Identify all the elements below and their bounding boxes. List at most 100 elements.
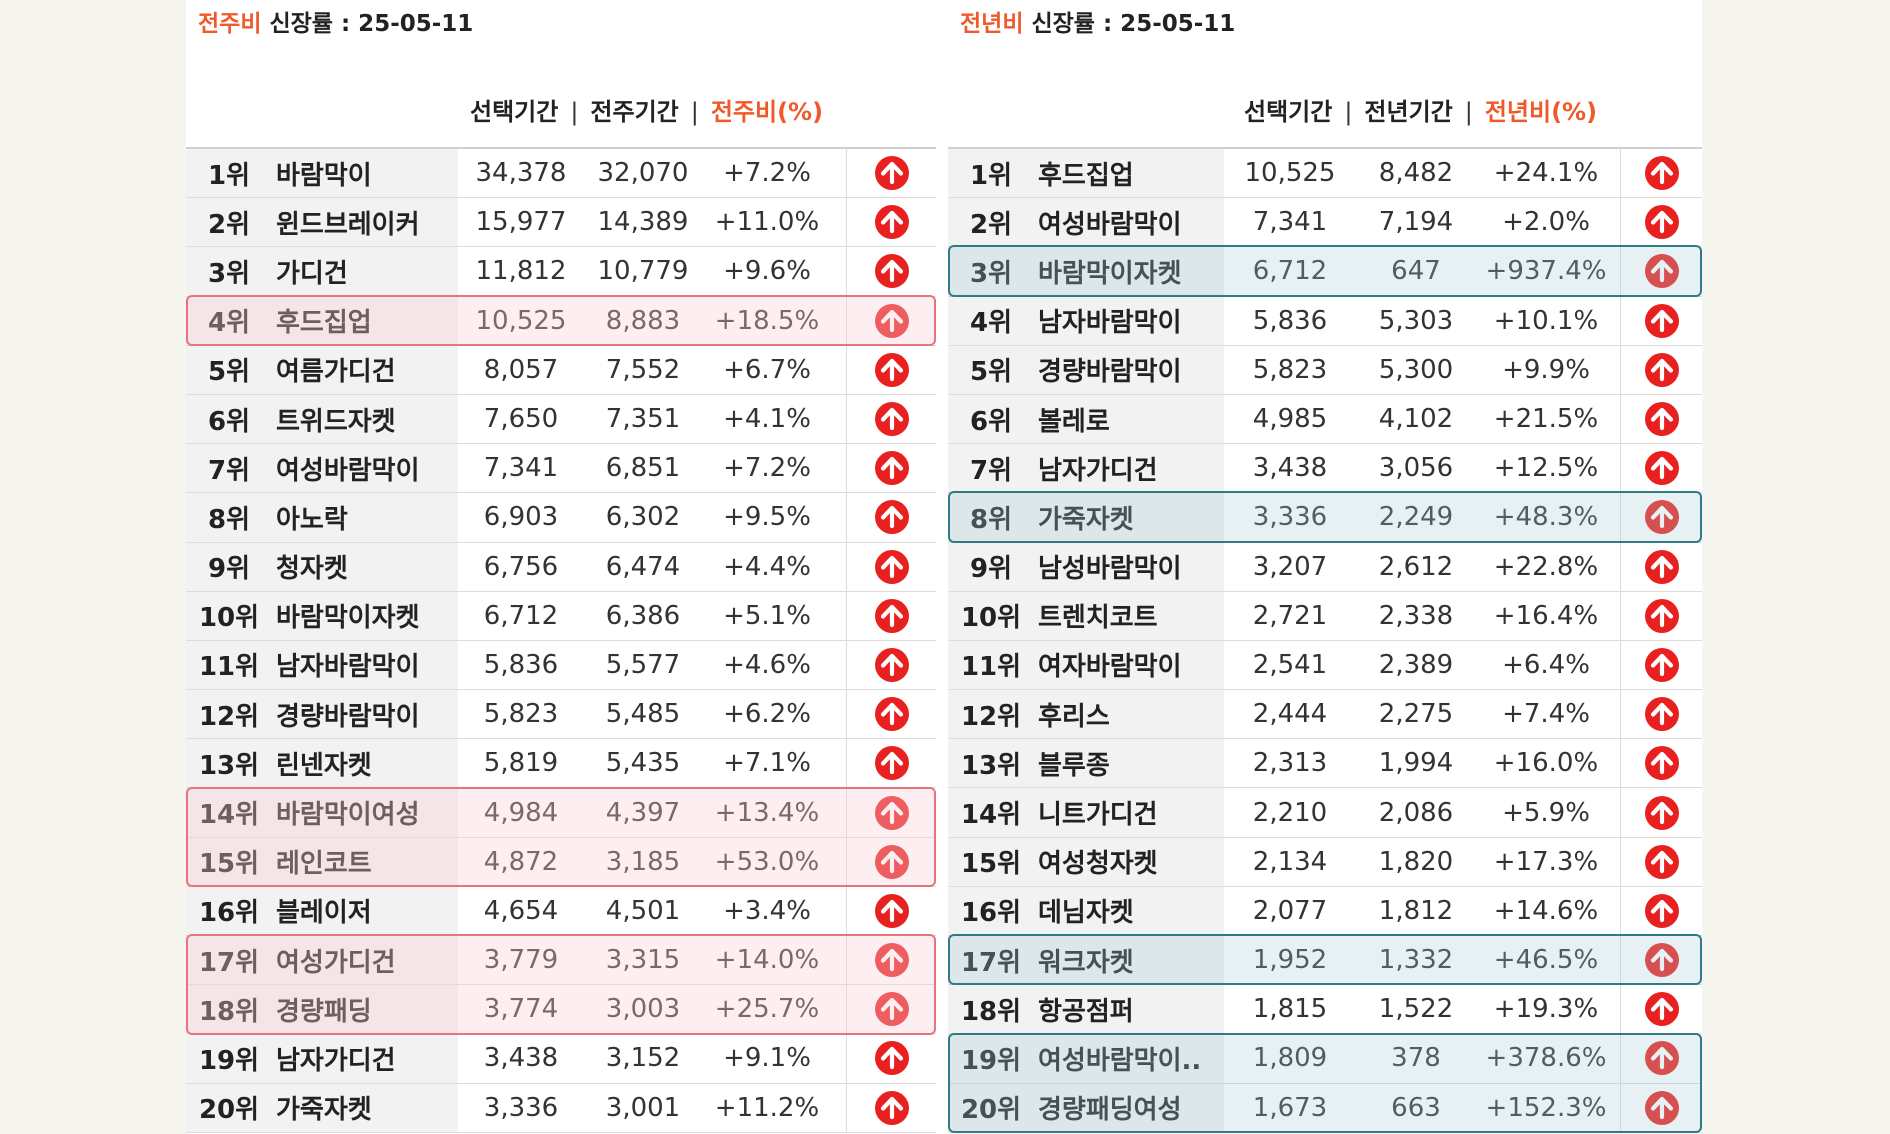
table-row: 6위 볼레로 4,985 4,102 +21.5% (948, 394, 1703, 445)
keyword-label[interactable]: 여성청자켓 (1038, 849, 1158, 880)
table-row: 2위 윈드브레이커 15,977 14,389 +11.0% (186, 198, 936, 248)
rank-label: 2위 (207, 209, 250, 240)
keyword-label[interactable]: 여성바람막이 (276, 455, 420, 486)
keyword-label[interactable]: 남자가디건 (1038, 455, 1158, 486)
previous-period-value: 2,612 (1378, 551, 1454, 582)
keyword-label[interactable]: 니트가디건 (1038, 800, 1158, 831)
keyword-label[interactable]: 후리스 (1038, 701, 1110, 732)
keyword-label[interactable]: 블루종 (1038, 750, 1110, 781)
trend-cell (1620, 1083, 1703, 1132)
keyword-label[interactable]: 여성바람막이.. (1038, 1045, 1202, 1076)
keyword-label[interactable]: 볼레로 (1038, 406, 1110, 437)
keyword-label[interactable]: 바람막이자켓 (1038, 258, 1182, 289)
keyword-label[interactable]: 남자바람막이 (1038, 308, 1182, 339)
rank-keyword-cell: 2위 윈드브레이커 (186, 198, 458, 247)
keyword-label[interactable]: 레인코트 (276, 849, 372, 880)
arrow-up-circle-icon (875, 943, 909, 978)
keyword-label[interactable]: 데님자켓 (1038, 898, 1134, 929)
keyword-label[interactable]: 가디건 (276, 258, 348, 289)
table-row: 5위 여름가디건 8,057 7,552 +6.7% (186, 345, 936, 395)
change-rate-value: +13.4% (714, 797, 820, 828)
selected-period-value: 6,712 (1252, 256, 1328, 287)
table-row: 8위 가죽자켓 3,336 2,249 +48.3% (948, 493, 1703, 543)
rank-keyword-cell: 5위 경량바람막이 (948, 345, 1224, 394)
previous-period-value: 2,389 (1378, 649, 1454, 680)
keyword-label[interactable]: 남성바람막이 (1038, 554, 1182, 585)
keyword-label[interactable]: 여성바람막이 (1038, 209, 1182, 240)
table-row: 8위 아노락 6,903 6,302 +9.5% (186, 493, 936, 543)
trend-cell (1620, 837, 1703, 886)
arrow-up-circle-icon (875, 254, 909, 289)
keyword-label[interactable]: 트위드자켓 (276, 406, 396, 437)
keyword-label[interactable]: 항공점퍼 (1038, 996, 1134, 1027)
trend-cell (846, 247, 937, 296)
header-change-rate: 전년비(%) (1484, 98, 1598, 126)
trend-cell (1620, 493, 1703, 542)
keyword-label[interactable]: 바람막이 (276, 160, 372, 191)
arrow-up-circle-icon (1645, 746, 1679, 781)
trend-cell (846, 149, 937, 198)
keyword-label[interactable]: 남자가디건 (276, 1045, 396, 1076)
keyword-label[interactable]: 바람막이자켓 (276, 603, 420, 634)
selected-period-value: 11,812 (475, 256, 567, 287)
trend-cell (846, 690, 937, 739)
rank-label: 16위 (198, 898, 260, 929)
rank-keyword-cell: 11위 여자바람막이 (948, 640, 1224, 690)
rank-keyword-cell: 4위 후드집업 (186, 296, 458, 345)
trend-cell (1620, 886, 1703, 935)
keyword-label[interactable]: 경량패딩 (276, 996, 372, 1027)
rank-keyword-cell: 7위 남자가디건 (948, 444, 1224, 493)
keyword-label[interactable]: 트렌치코트 (1038, 603, 1158, 634)
keyword-label[interactable]: 블레이저 (276, 898, 372, 929)
change-rate-value: +7.1% (723, 748, 811, 779)
table-row: 6위 트위드자켓 7,650 7,351 +4.1% (186, 394, 936, 445)
keyword-label[interactable]: 경량바람막이 (276, 701, 420, 732)
header-previous-period: 전년기간 (1364, 98, 1453, 126)
previous-period-value: 14,389 (597, 207, 689, 238)
header-selected-period: 선택기간 (1244, 98, 1333, 126)
change-rate-value: +7.2% (723, 453, 811, 484)
keyword-label[interactable]: 경량패딩여성 (1038, 1095, 1182, 1126)
change-rate-value: +16.4% (1493, 600, 1599, 631)
change-rate-value: +14.6% (1493, 895, 1599, 926)
keyword-label[interactable]: 남자바람막이 (276, 652, 420, 683)
previous-period-value: 7,351 (605, 404, 681, 435)
keyword-label[interactable]: 아노락 (276, 504, 348, 535)
keyword-label[interactable]: 워크자켓 (1038, 947, 1134, 978)
rank-keyword-cell: 10위 트렌치코트 (948, 591, 1224, 640)
arrow-up-circle-icon (875, 1090, 909, 1125)
rank-label: 4위 (207, 308, 250, 339)
column-header: 선택기간 | 전년기간 | 전년비(%) (1244, 92, 1597, 128)
selected-period-value: 10,525 (475, 305, 567, 336)
keyword-label[interactable]: 여자바람막이 (1038, 652, 1182, 683)
trend-cell (846, 837, 937, 886)
trend-cell (1620, 394, 1703, 444)
change-rate-value: +53.0% (714, 846, 820, 877)
keyword-label[interactable]: 여름가디건 (276, 357, 396, 388)
table-row: 12위 경량바람막이 5,823 5,485 +6.2% (186, 690, 937, 740)
rank-label: 6위 (969, 406, 1012, 437)
previous-period-value: 378 (1391, 1043, 1441, 1074)
keyword-label[interactable]: 후드집업 (276, 308, 372, 339)
arrow-up-circle-icon (875, 500, 909, 535)
trend-cell (1620, 640, 1703, 690)
rank-label: 17위 (960, 947, 1022, 978)
trend-cell (1620, 444, 1703, 493)
keyword-label[interactable]: 경량바람막이 (1038, 357, 1182, 388)
arrow-up-circle-icon (1645, 303, 1679, 338)
keyword-label[interactable]: 바람막이여성 (276, 800, 420, 831)
keyword-label[interactable]: 린넨자켓 (276, 750, 372, 781)
keyword-label[interactable]: 윈드브레이커 (276, 209, 420, 240)
keyword-label[interactable]: 청자켓 (276, 554, 348, 585)
rank-label: 13위 (198, 750, 260, 781)
table-row: 20위 가죽자켓 3,336 3,001 +11.2% (186, 1083, 936, 1133)
rank-keyword-cell: 18위 항공점퍼 (948, 985, 1224, 1034)
table-row: 7위 남자가디건 3,438 3,056 +12.5% (948, 444, 1703, 494)
keyword-label[interactable]: 가죽자켓 (1038, 504, 1134, 535)
previous-period-value: 7,194 (1378, 207, 1454, 238)
keyword-label[interactable]: 후드집업 (1038, 160, 1134, 191)
arrow-up-circle-icon (875, 598, 909, 633)
keyword-label[interactable]: 가죽자켓 (276, 1095, 372, 1126)
arrow-up-circle-icon (875, 746, 909, 781)
keyword-label[interactable]: 여성가디건 (276, 947, 396, 978)
